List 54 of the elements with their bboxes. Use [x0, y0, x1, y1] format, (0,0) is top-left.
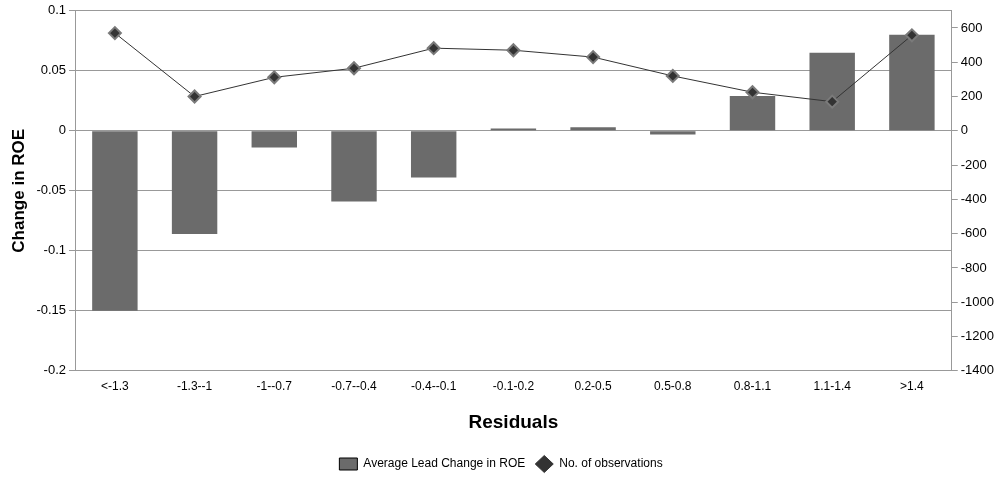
point	[346, 61, 361, 76]
bar	[331, 131, 377, 202]
y2-tick-label: -1000	[960, 293, 994, 309]
y-tick-label: 0	[58, 122, 67, 138]
y2-tick-label: -1200	[960, 328, 994, 344]
y2-tick-label: 200	[960, 88, 983, 104]
legend-label: Average Lead Change in ROE	[363, 456, 526, 471]
bar	[92, 131, 138, 311]
bar	[729, 96, 776, 131]
x-tick-label: <-1.3	[101, 379, 130, 394]
x-tick-label: -1.3--1	[176, 379, 213, 394]
y-tick-label: 0.1	[47, 2, 67, 18]
bar	[809, 52, 855, 131]
bar	[410, 131, 457, 178]
x-tick-label: 0.2-0.5	[574, 379, 613, 394]
y2-tick-label: -400	[960, 190, 987, 206]
point	[904, 28, 919, 43]
bar	[171, 131, 218, 234]
y2-tick-label: -200	[960, 156, 987, 172]
x-axis-title: Residuals	[468, 410, 559, 432]
point	[426, 41, 441, 56]
point	[586, 50, 601, 65]
x-tick-label: -1--0.7	[256, 379, 293, 394]
y-axis-title: Change in ROE	[8, 128, 28, 253]
legend-label: No. of observations	[559, 456, 663, 471]
point	[665, 68, 680, 83]
y2-tick-label: 0	[960, 122, 968, 138]
y2-tick-label: -1400	[960, 362, 994, 378]
bar	[570, 127, 616, 131]
x-tick-label: 0.8-1.1	[733, 379, 772, 394]
y-tick-label: 0.05	[40, 62, 67, 78]
y2-tick-label: 600	[960, 19, 983, 35]
bar	[889, 34, 935, 131]
point	[107, 26, 122, 41]
x-tick-label: -0.7--0.4	[331, 379, 377, 394]
x-tick-label: -0.1-0.2	[492, 379, 535, 394]
x-tick-label: 1.1-1.4	[813, 379, 852, 394]
bar	[650, 131, 696, 135]
y-tick-label: -0.1	[43, 242, 67, 258]
y2-tick-label: 400	[960, 53, 983, 69]
x-tick-label: -0.4--0.1	[411, 379, 457, 394]
point	[745, 85, 760, 100]
point	[825, 94, 840, 109]
point	[267, 70, 282, 85]
bar	[251, 131, 297, 148]
x-tick-label: >1.4	[900, 379, 925, 394]
y-tick-label: -0.05	[36, 182, 67, 198]
y-tick-label: -0.15	[36, 302, 67, 318]
x-tick-label: 0.5-0.8	[654, 379, 692, 394]
y2-tick-label: -600	[960, 225, 987, 241]
point	[187, 89, 202, 104]
y2-tick-label: -800	[960, 259, 987, 275]
point	[506, 43, 521, 58]
y-tick-label: -0.2	[43, 362, 67, 378]
